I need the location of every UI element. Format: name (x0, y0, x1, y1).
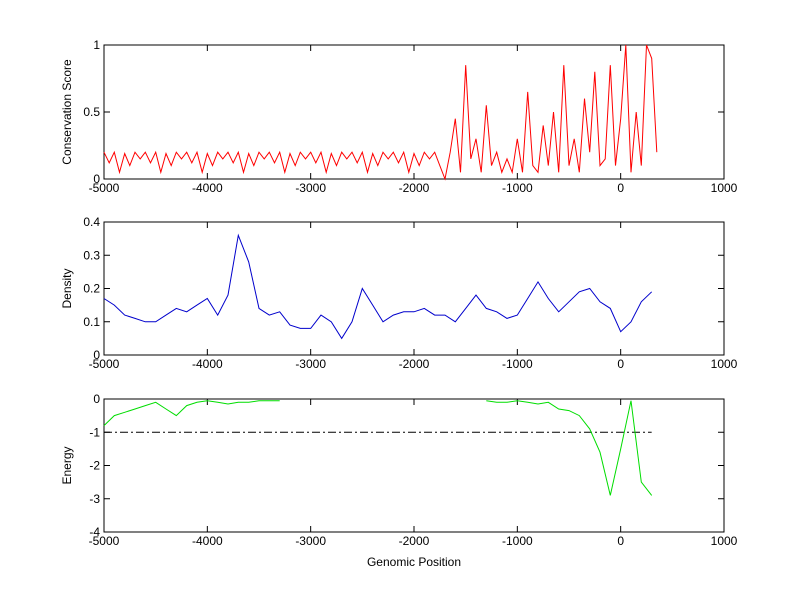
x-tick-label: -5000 (89, 534, 120, 548)
y-tick-label: 0 (93, 392, 100, 406)
y-tick-label: 0.4 (83, 215, 100, 229)
y-tick-label: 1 (93, 38, 100, 52)
x-tick-label: -1000 (502, 357, 533, 371)
axes-box (103, 44, 725, 180)
y-tick-label: 0.5 (83, 105, 100, 119)
data-line (103, 400, 653, 496)
x-tick-label: -3000 (295, 181, 326, 195)
x-tick-label: -4000 (192, 357, 223, 371)
x-tick-label: -1000 (502, 181, 533, 195)
x-tick-label: 1000 (711, 534, 738, 548)
x-tick-label: -2000 (399, 181, 430, 195)
axes-box (103, 398, 725, 533)
x-tick-label: 0 (617, 357, 624, 371)
y-tick-label: -2 (89, 459, 100, 473)
x-tick-label: -1000 (502, 534, 533, 548)
y-axis-label: Density (60, 268, 74, 308)
x-tick-label: -3000 (295, 534, 326, 548)
y-axis-label: Conservation Score (60, 59, 74, 165)
y-tick-label: 0 (93, 172, 100, 186)
y-tick-label: 0.2 (83, 282, 100, 296)
x-tick-label: -4000 (192, 534, 223, 548)
x-tick-label: 1000 (711, 181, 738, 195)
x-tick-label: -4000 (192, 181, 223, 195)
data-line (103, 44, 658, 181)
x-tick-label: 1000 (711, 357, 738, 371)
x-tick-label: 0 (617, 534, 624, 548)
x-tick-label: -2000 (399, 534, 430, 548)
y-tick-label: -3 (89, 492, 100, 506)
y-axis-label: Energy (60, 446, 74, 484)
y-tick-label: 0.3 (83, 248, 100, 262)
x-tick-label: -5000 (89, 357, 120, 371)
axes-box (103, 221, 725, 356)
y-tick-label: -1 (89, 425, 100, 439)
x-axis-label: Genomic Position (367, 555, 461, 569)
x-tick-label: -5000 (89, 181, 120, 195)
x-tick-label: -3000 (295, 357, 326, 371)
x-tick-label: -2000 (399, 357, 430, 371)
y-tick-label: 0.1 (83, 315, 100, 329)
data-line (103, 233, 653, 340)
y-tick-label: 0 (93, 348, 100, 362)
x-tick-label: 0 (617, 181, 624, 195)
y-tick-label: -4 (89, 525, 100, 539)
